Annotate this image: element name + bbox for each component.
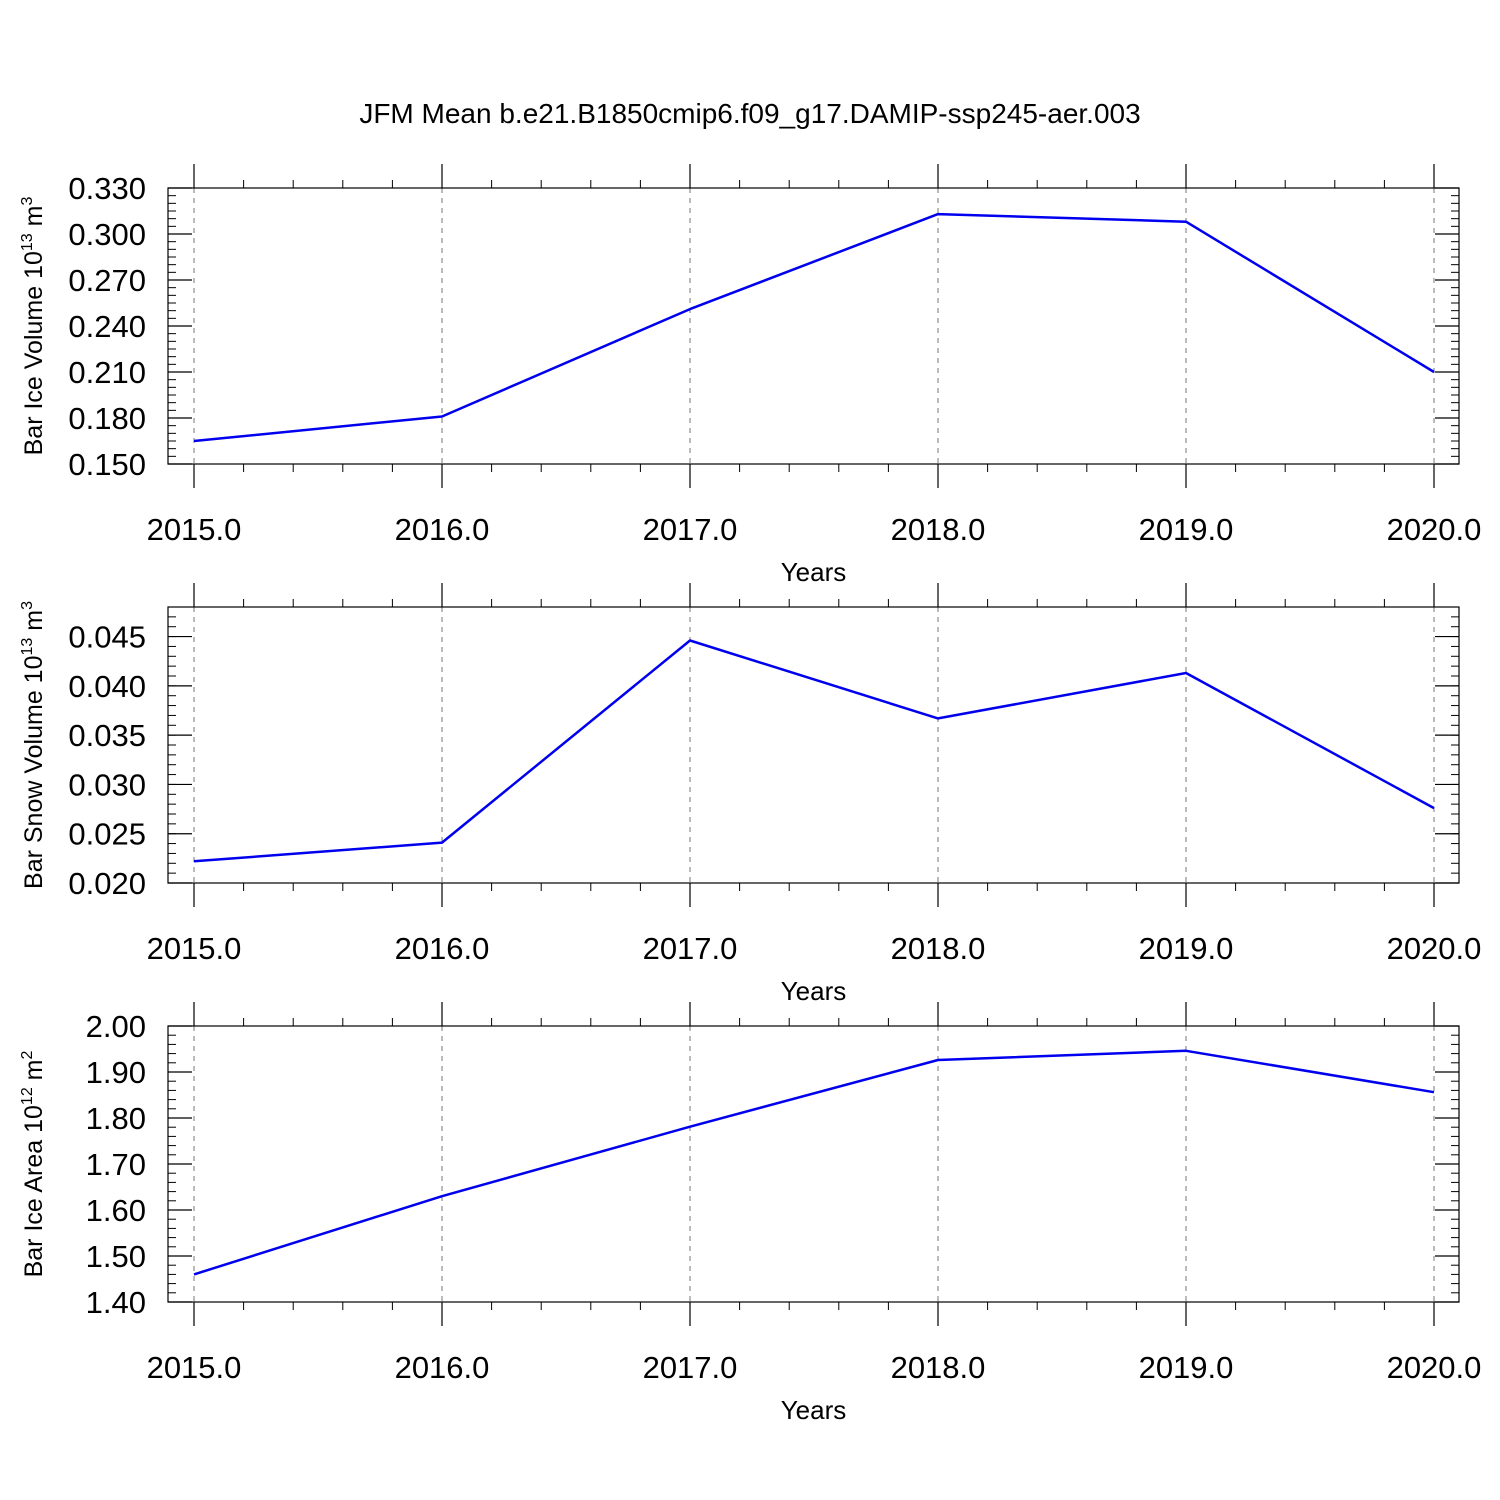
x-axis-label: Years [781, 976, 847, 1006]
x-tick-label: 2016.0 [395, 1350, 490, 1385]
y-axis-label-part: 12 [19, 1087, 36, 1105]
y-tick-label: 0.240 [68, 309, 146, 344]
y-tick-label: 1.70 [86, 1147, 146, 1182]
y-tick-label: 0.210 [68, 355, 146, 390]
x-tick-label: 2016.0 [395, 931, 490, 966]
y-axis-label-part: 13 [19, 233, 36, 251]
chart-title: JFM Mean b.e21.B1850cmip6.f09_g17.DAMIP-… [359, 98, 1141, 129]
x-axis-label: Years [781, 557, 847, 587]
y-tick-label: 0.330 [68, 171, 146, 206]
series-line [193, 639, 1435, 863]
y-axis-label-part: m [20, 1060, 48, 1088]
panel-1: 2015.0 2016.0 2017.0 2018.0 2019.0 2020.0 0.15… [19, 164, 1481, 587]
series-line [193, 212, 1435, 443]
y-tick-label: 1.40 [86, 1285, 146, 1320]
y-tick-label: 0.270 [68, 263, 146, 298]
x-tick-label: 2020.0 [1387, 1350, 1482, 1385]
y-axis-label-part: 13 [19, 638, 36, 656]
x-tick-label: 2015.0 [147, 512, 242, 547]
y-axis-label: Bar Ice Volume 1013 m3 [19, 197, 48, 456]
x-tick-label: 2015.0 [147, 1350, 242, 1385]
panel-2: 2015.0 2016.0 2017.0 2018.0 2019.0 2020.0 0.02… [19, 583, 1481, 1006]
plot-frame [167, 187, 1460, 465]
x-axis-label: Years [781, 1395, 847, 1425]
y-axis-label: Bar Ice Area 1012 m2 [19, 1051, 48, 1278]
y-axis-label-part: 3 [19, 197, 36, 206]
y-tick-label: 0.300 [68, 217, 146, 252]
x-tick-label: 2017.0 [643, 931, 738, 966]
y-tick-label: 0.035 [68, 718, 146, 753]
y-tick-label: 1.50 [86, 1239, 146, 1274]
y-tick-label: 1.60 [86, 1193, 146, 1228]
panel-3: 2015.0 2016.0 2017.0 2018.0 2019.0 2020.0 1.40… [19, 1002, 1481, 1425]
x-tick-label: 2020.0 [1387, 931, 1482, 966]
y-tick-label: 1.90 [86, 1055, 146, 1090]
x-tick-label: 2018.0 [891, 931, 986, 966]
y-tick-label: 0.025 [68, 817, 146, 852]
y-axis-label-part: Bar Ice Volume 10 [20, 251, 48, 455]
y-tick-label: 1.80 [86, 1101, 146, 1136]
y-axis-label-part: m [20, 610, 48, 638]
x-tick-label: 2016.0 [395, 512, 490, 547]
y-axis-label-part: Bar Snow Volume 10 [20, 656, 48, 889]
series-line [193, 1049, 1435, 1276]
y-tick-label: 2.00 [86, 1009, 146, 1044]
y-axis-label: Bar Snow Volume 1013 m3 [19, 601, 48, 889]
x-tick-label: 2019.0 [1139, 931, 1234, 966]
x-tick-label: 2018.0 [891, 512, 986, 547]
y-tick-label: 0.180 [68, 401, 146, 436]
y-axis-label-part: m [20, 206, 48, 234]
y-axis-label-part: 3 [19, 601, 36, 610]
x-tick-label: 2015.0 [147, 931, 242, 966]
x-tick-label: 2020.0 [1387, 512, 1482, 547]
x-tick-label: 2017.0 [643, 1350, 738, 1385]
y-tick-label: 0.045 [68, 620, 146, 655]
y-tick-label: 0.040 [68, 669, 146, 704]
plot-frame [167, 1025, 1460, 1303]
y-axis-label-part: Bar Ice Area 10 [20, 1105, 48, 1277]
y-tick-label: 0.150 [68, 447, 146, 482]
x-tick-label: 2018.0 [891, 1350, 986, 1385]
y-axis-label-part: 2 [19, 1051, 36, 1060]
x-tick-label: 2019.0 [1139, 1350, 1234, 1385]
plot-frame [167, 606, 1460, 884]
x-tick-label: 2017.0 [643, 512, 738, 547]
x-tick-label: 2019.0 [1139, 512, 1234, 547]
y-tick-label: 0.020 [68, 866, 146, 901]
y-tick-label: 0.030 [68, 767, 146, 802]
